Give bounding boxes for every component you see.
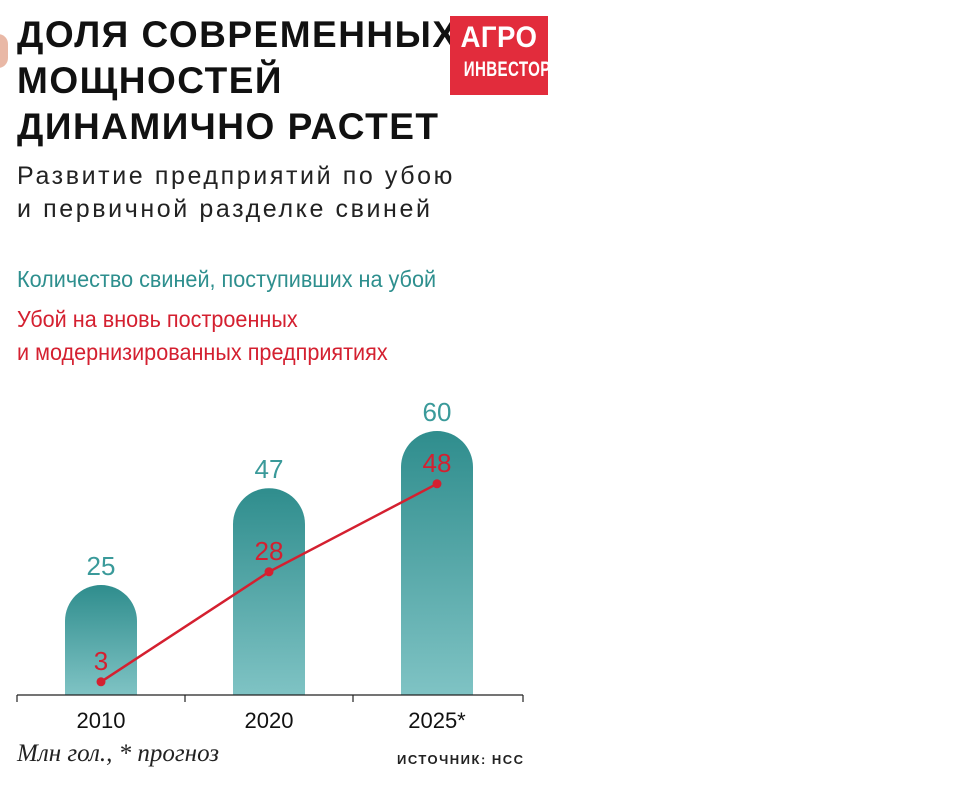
x-tick-label: 2020 bbox=[245, 708, 294, 733]
bar-line-chart: 25 2010 47 2020 60 2025* 3 28 48 bbox=[16, 397, 524, 733]
line-point bbox=[264, 567, 274, 577]
chart-subtitle: Развитие предприятий по убою и первичной… bbox=[17, 162, 456, 223]
logo-line-1: АГРО bbox=[460, 21, 538, 54]
footnote-units: Млн гол., * прогноз bbox=[17, 740, 219, 767]
line-value-label: 3 bbox=[94, 646, 108, 676]
chart-title: ДОЛЯ СОВРЕМЕННЫХ МОЩНОСТЕЙ ДИНАМИЧНО РАС… bbox=[17, 14, 459, 147]
bar-value-label: 47 bbox=[255, 454, 284, 484]
x-tick-label: 2025* bbox=[408, 708, 466, 733]
bar-2020 bbox=[233, 488, 305, 695]
agroinvestor-logo: АГРО ИНВЕСТОР bbox=[450, 16, 551, 95]
line-point bbox=[432, 479, 442, 489]
bar-2010 bbox=[65, 585, 137, 695]
line-value-label: 28 bbox=[255, 536, 284, 566]
bar-2025* bbox=[401, 431, 473, 695]
bar-value-label: 60 bbox=[423, 397, 452, 427]
logo-line-2: ИНВЕСТОР bbox=[463, 58, 551, 81]
legend-entry-pigs-slaughtered: Количество свиней, поступивших на убой bbox=[17, 266, 437, 292]
source-note: ИСТОЧНИК: НСС bbox=[397, 752, 525, 767]
decorative-shape bbox=[0, 34, 8, 68]
line-point bbox=[96, 677, 106, 687]
bar-value-label: 25 bbox=[87, 551, 116, 581]
x-tick-label: 2010 bbox=[77, 708, 126, 733]
line-value-label: 48 bbox=[423, 448, 452, 478]
legend-entry-new-enterprises: Убой на вновь построенных и модернизиров… bbox=[17, 306, 388, 365]
